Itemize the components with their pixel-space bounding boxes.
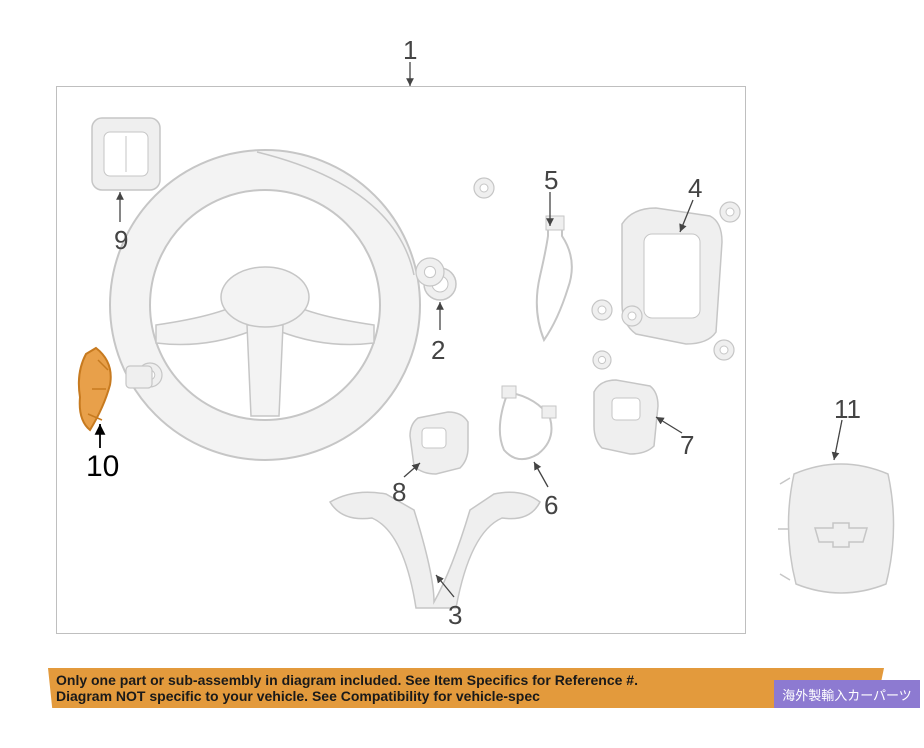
part-5-harness	[537, 220, 572, 340]
disclaimer-bar: Only one part or sub-assembly in diagram…	[48, 668, 884, 708]
overlay-import-tag: 海外製輸入カーパーツ	[774, 680, 920, 708]
callout-label-3: 3	[448, 600, 462, 631]
callout-label-9: 9	[114, 225, 128, 256]
callout-label-4: 4	[688, 173, 702, 204]
callout-line-11	[834, 420, 842, 460]
diagram-svg	[0, 0, 924, 748]
callout-label-5: 5	[544, 165, 558, 196]
disclaimer-line2: Diagram NOT specific to your vehicle. Se…	[56, 688, 638, 704]
callout-label-6: 6	[544, 490, 558, 521]
callout-line-8	[404, 463, 420, 477]
callout-label-8: 8	[392, 477, 406, 508]
callout-label-11: 11	[834, 394, 861, 425]
callout-label-1: 1	[403, 35, 417, 66]
callout-label-7: 7	[680, 430, 694, 461]
callout-label-2: 2	[431, 335, 445, 366]
hub	[221, 267, 309, 327]
disclaimer-line1: Only one part or sub-assembly in diagram…	[56, 672, 638, 688]
callout-line-6	[534, 462, 548, 487]
part-10-connector	[126, 366, 152, 388]
part-3-trim	[330, 492, 540, 608]
spoke-bottom	[247, 325, 283, 416]
part-6-harness	[500, 392, 552, 459]
overlay-import-label: 海外製輸入カーパーツ	[782, 685, 912, 704]
callout-line-7	[656, 417, 682, 433]
callout-label-10: 10	[86, 450, 119, 484]
part-11-airbag	[788, 464, 893, 593]
